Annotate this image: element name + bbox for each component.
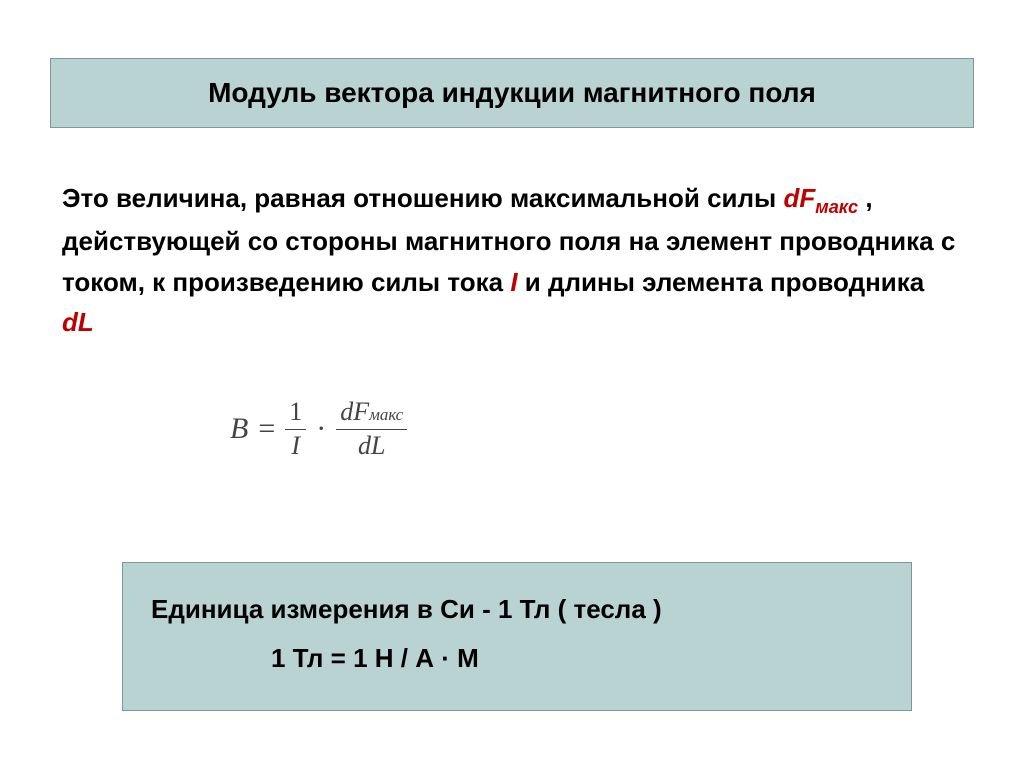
definition-paragraph: Это величина, равная отношению максималь… [62, 178, 962, 342]
formula-frac-2: dFмакс dL [336, 398, 407, 460]
formula-frac-1: 1 I [285, 398, 306, 460]
unit-line-1: Единица измерения в Си - 1 Тл ( тесла ) [151, 585, 883, 634]
definition-text-3: и длины элемента проводника [525, 267, 924, 297]
definition-text-1: Это величина, равная отношению максималь… [62, 183, 783, 213]
formula-dot: · [316, 412, 326, 446]
title-box: Модуль вектора индукции магнитного поля [50, 58, 974, 128]
formula-lhs: B [230, 412, 248, 446]
symbol-I: I [510, 267, 517, 297]
formula: B = 1 I · dFмакс dL [230, 398, 407, 460]
symbol-dF: dFмакс [783, 183, 865, 213]
unit-line-2: 1 Тл = 1 Н / А · М [151, 634, 883, 683]
formula-eq: = [258, 412, 275, 446]
unit-box: Единица измерения в Си - 1 Тл ( тесла ) … [122, 562, 912, 711]
symbol-dL: dL [62, 307, 94, 337]
page-title: Модуль вектора индукции магнитного поля [75, 77, 949, 109]
